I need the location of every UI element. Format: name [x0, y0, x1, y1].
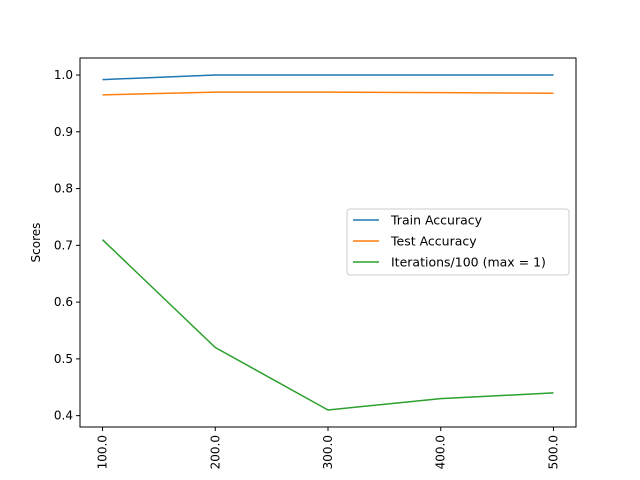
y-axis-label: Scores: [29, 223, 43, 263]
y-tick-label: 1.0: [54, 68, 73, 82]
legend-label: Train Accuracy: [390, 213, 483, 228]
y-tick-label: 0.6: [54, 295, 73, 309]
legend-label: Test Accuracy: [390, 234, 477, 249]
y-tick-label: 0.8: [54, 182, 73, 196]
plot-lines: [101, 74, 554, 411]
y-tick-label: 0.4: [54, 409, 73, 423]
legend: Train Accuracy Test Accuracy Iterations/10…: [346, 208, 570, 276]
series-line-2: [102, 91, 554, 96]
x-axis-ticks: 100.0 200.0 300.0 400.0 500.0: [96, 427, 560, 469]
legend-box: [346, 208, 570, 276]
x-tick-label: 500.0: [546, 435, 560, 469]
series-line-3: [101, 239, 554, 411]
legend-label: Iterations/100 (max = 1): [391, 255, 546, 270]
y-tick-label: 0.5: [54, 352, 73, 366]
y-tick-label: 0.7: [54, 238, 73, 252]
y-tick-label: 0.9: [54, 125, 73, 139]
x-tick-label: 300.0: [321, 435, 335, 469]
x-tick-label: 400.0: [434, 435, 448, 469]
y-axis-ticks: 0.4 0.5 0.6 0.7 0.8 0.9 1.0: [54, 68, 80, 423]
x-tick-label: 200.0: [208, 435, 222, 469]
series-line-1: [102, 74, 554, 81]
x-tick-label: 100.0: [96, 435, 110, 469]
